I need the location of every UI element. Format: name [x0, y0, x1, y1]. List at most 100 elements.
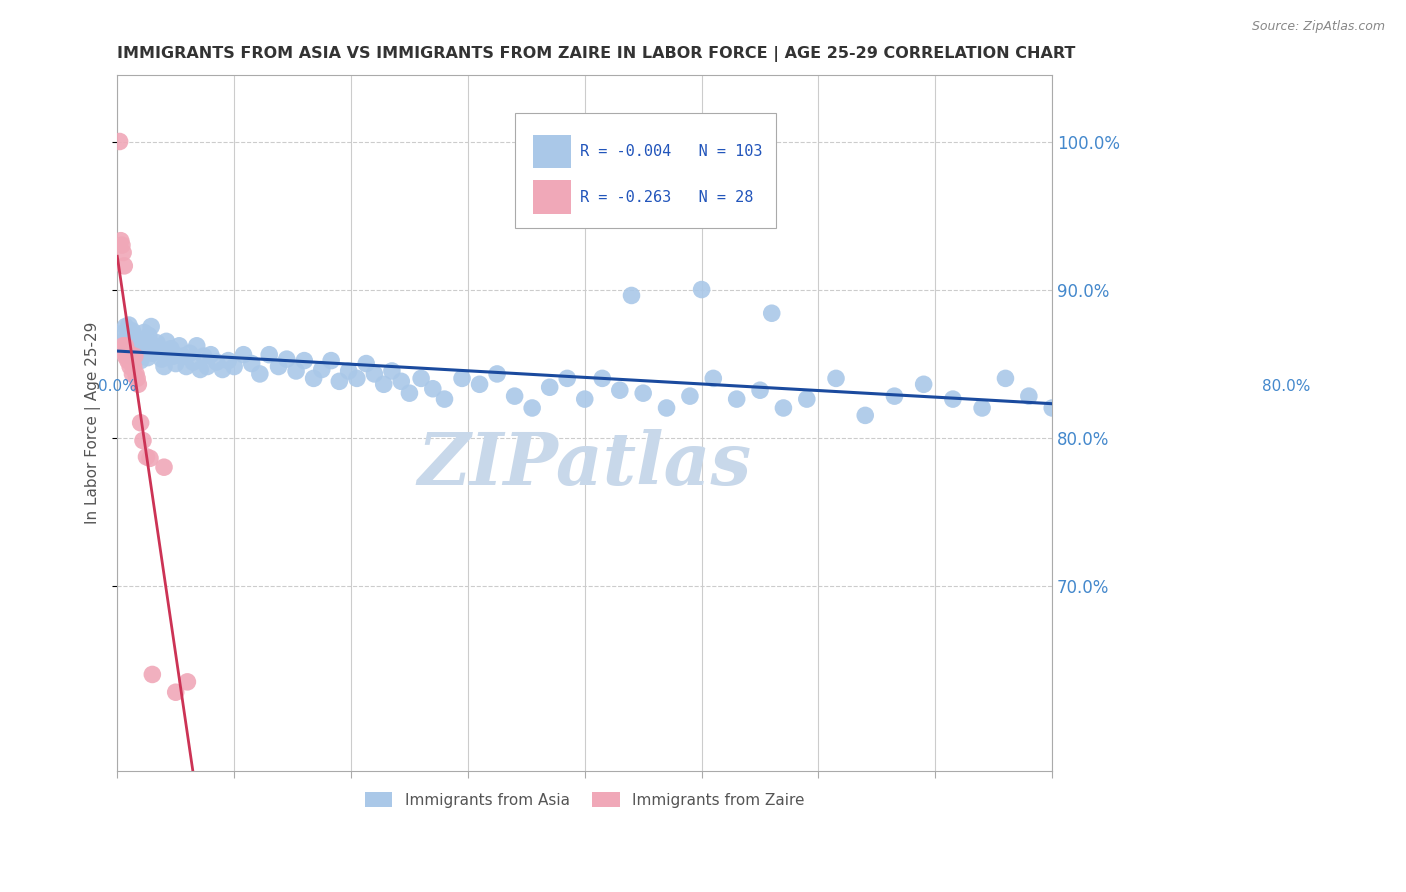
Point — [120, 349, 142, 363]
Point — [157, 348, 180, 362]
Point — [110, 326, 132, 341]
Point — [267, 359, 290, 374]
Point — [363, 367, 385, 381]
Point — [124, 344, 146, 359]
Point — [912, 377, 935, 392]
Point — [162, 349, 184, 363]
Point — [108, 135, 131, 149]
Point — [135, 344, 157, 359]
Bar — [533, 135, 571, 169]
Point — [574, 392, 596, 406]
Point — [141, 346, 163, 360]
Point — [1018, 389, 1040, 403]
Point — [486, 367, 509, 381]
Point — [538, 380, 561, 394]
Point — [433, 392, 456, 406]
Point — [422, 382, 444, 396]
Point — [702, 371, 724, 385]
Point — [176, 674, 198, 689]
Point — [883, 389, 905, 403]
Point — [112, 245, 135, 260]
Point — [193, 349, 215, 363]
Point — [120, 349, 142, 363]
Point — [195, 359, 218, 374]
Text: Source: ZipAtlas.com: Source: ZipAtlas.com — [1251, 20, 1385, 33]
Point — [1040, 401, 1063, 415]
Point — [143, 339, 166, 353]
Point — [167, 339, 190, 353]
Legend: Immigrants from Asia, Immigrants from Zaire: Immigrants from Asia, Immigrants from Za… — [357, 784, 813, 815]
Point — [111, 238, 134, 252]
Text: 80.0%: 80.0% — [1261, 379, 1310, 394]
Point — [134, 326, 156, 340]
Point — [179, 346, 201, 360]
Point — [853, 409, 876, 423]
Point — [328, 375, 350, 389]
Point — [200, 348, 222, 362]
Point — [398, 386, 420, 401]
Point — [285, 364, 308, 378]
Point — [749, 383, 772, 397]
Point — [150, 352, 173, 367]
Point — [110, 234, 132, 248]
Point — [132, 434, 155, 448]
Point — [114, 339, 136, 353]
Point — [146, 335, 169, 350]
Point — [302, 371, 325, 385]
Point — [165, 685, 187, 699]
Point — [825, 371, 848, 385]
Point — [337, 364, 360, 378]
Point — [972, 401, 994, 415]
Point — [112, 344, 135, 359]
Point — [122, 333, 145, 347]
Point — [132, 348, 155, 362]
Point — [468, 377, 491, 392]
Point — [138, 328, 160, 343]
Point — [655, 401, 678, 415]
Point — [114, 319, 136, 334]
Text: ZIPatlas: ZIPatlas — [418, 429, 752, 500]
FancyBboxPatch shape — [515, 113, 776, 228]
Point — [127, 377, 149, 392]
Point — [117, 337, 139, 351]
Point — [148, 344, 170, 359]
Point — [124, 349, 146, 363]
Point — [591, 371, 613, 385]
Point — [174, 359, 197, 374]
Point — [129, 416, 152, 430]
Point — [112, 339, 135, 353]
Point — [117, 353, 139, 368]
Point — [232, 348, 254, 362]
Point — [115, 344, 138, 359]
Point — [224, 359, 246, 374]
Point — [120, 339, 142, 353]
Point — [135, 450, 157, 464]
Point — [131, 333, 153, 347]
Point — [136, 351, 159, 365]
Point — [121, 367, 143, 381]
Point — [321, 353, 343, 368]
Point — [631, 386, 654, 401]
Point — [129, 353, 152, 368]
Point — [346, 371, 368, 385]
Bar — [533, 180, 571, 214]
Point — [139, 451, 162, 466]
Point — [115, 330, 138, 344]
Point — [118, 318, 141, 332]
Text: R = -0.004   N = 103: R = -0.004 N = 103 — [581, 145, 762, 160]
Point — [257, 348, 280, 362]
Point — [128, 342, 150, 356]
Point — [796, 392, 818, 406]
Point — [120, 359, 142, 374]
Point — [114, 349, 136, 363]
Point — [389, 375, 412, 389]
Point — [155, 334, 177, 349]
Point — [127, 335, 149, 350]
Point — [165, 357, 187, 371]
Point — [761, 306, 783, 320]
Point — [121, 324, 143, 338]
Point — [188, 362, 211, 376]
Point — [292, 353, 315, 368]
Point — [311, 362, 333, 376]
Point — [217, 353, 239, 368]
